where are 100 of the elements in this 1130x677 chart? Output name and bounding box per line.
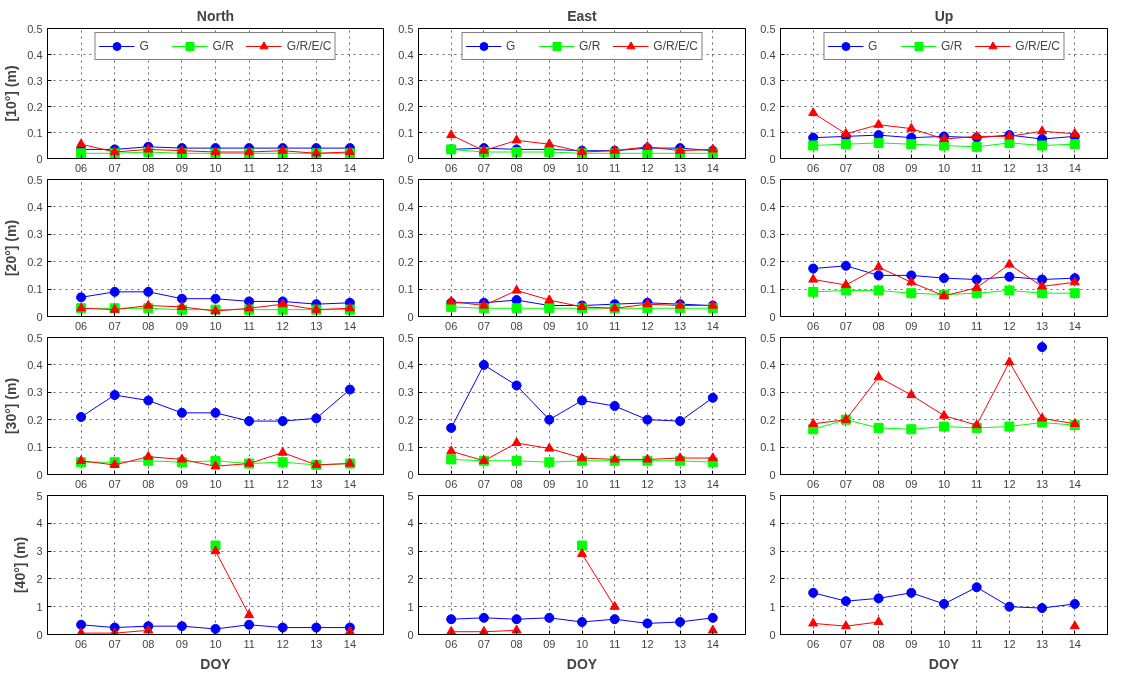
y-tick-label: 0.3 <box>398 74 414 87</box>
x-tick-label: 07 <box>108 637 121 650</box>
x-tick-label: 07 <box>108 319 121 332</box>
y-tick-label: 0.3 <box>27 386 43 399</box>
y-tick-label: 0 <box>36 628 43 641</box>
legend-label: G/R/E/C <box>286 39 332 53</box>
y-tick-label: 0.1 <box>27 283 43 296</box>
x-tick-label: 13 <box>673 319 687 332</box>
y-tick-label: 0.4 <box>27 48 43 61</box>
y-tick-label: 0.1 <box>760 441 776 454</box>
x-axis-title: DOY <box>566 655 598 672</box>
y-tick-label: 2 <box>36 572 43 585</box>
y-tick-label: 0.1 <box>760 283 776 296</box>
y-tick-label: 0 <box>36 468 43 481</box>
x-tick-label: 12 <box>641 477 654 490</box>
y-tick-label: 0 <box>769 310 776 323</box>
x-tick-label: 06 <box>807 477 820 490</box>
y-tick-label: 0.2 <box>760 255 776 268</box>
x-tick-label: 11 <box>970 319 983 332</box>
x-tick-label: 14 <box>706 319 719 332</box>
y-tick-label: 0.2 <box>27 413 43 426</box>
x-tick-label: 09 <box>543 319 556 332</box>
x-tick-label: 14 <box>343 477 357 490</box>
x-tick-label: 08 <box>142 477 155 490</box>
x-tick-label: 08 <box>872 477 885 490</box>
x-tick-label: 06 <box>445 477 458 490</box>
y-tick-label: 0.3 <box>760 74 776 87</box>
x-tick-label: 11 <box>970 637 983 650</box>
x-tick-label: 06 <box>445 319 458 332</box>
y-tick-label: 0.2 <box>27 255 43 268</box>
y-tick-label: 0.5 <box>760 22 776 35</box>
x-tick-label: 07 <box>108 161 121 174</box>
x-tick-label: 14 <box>706 637 719 650</box>
x-tick-label: 08 <box>510 477 523 490</box>
x-tick-label: 09 <box>543 637 556 650</box>
x-tick-label: 13 <box>1035 477 1049 490</box>
x-tick-label: 12 <box>276 161 289 174</box>
x-tick-label: 08 <box>872 161 885 174</box>
y-tick-label: 4 <box>407 517 414 530</box>
legend-label: G/R/E/C <box>1015 39 1061 53</box>
y-tick-label: 0.4 <box>27 200 43 213</box>
y-tick-label: 0.4 <box>398 358 414 371</box>
x-tick-label: 10 <box>575 161 589 174</box>
y-tick-label: 0.1 <box>27 441 43 454</box>
x-tick-label: 07 <box>839 161 853 174</box>
y-tick-label: 0.5 <box>760 173 776 186</box>
y-tick-label: 0.4 <box>760 48 776 61</box>
y-tick-label: 0.4 <box>27 358 43 371</box>
y-tick-label: 0.2 <box>398 413 414 426</box>
legend-label: G <box>139 39 150 53</box>
x-tick-label: 13 <box>310 477 323 490</box>
x-tick-label: 10 <box>209 319 222 332</box>
x-tick-label: 09 <box>905 477 918 490</box>
legend-label: G <box>505 39 517 53</box>
x-tick-label: 10 <box>209 637 222 650</box>
x-tick-label: 12 <box>1003 637 1016 650</box>
y-tick-label: 0 <box>769 152 776 165</box>
y-tick-label: 0 <box>769 468 776 481</box>
x-tick-label: 07 <box>108 477 121 490</box>
x-tick-label: 11 <box>970 161 983 174</box>
y-tick-label: 0.4 <box>760 200 776 213</box>
y-tick-label: 0.3 <box>760 386 776 399</box>
x-tick-label: 09 <box>905 161 918 174</box>
y-tick-label: 0.3 <box>27 228 43 241</box>
x-tick-label: 10 <box>937 637 951 650</box>
x-tick-label: 08 <box>510 319 523 332</box>
x-tick-label: 13 <box>1035 161 1049 174</box>
x-tick-label: 08 <box>142 161 155 174</box>
x-tick-label: 09 <box>905 319 918 332</box>
x-tick-label: 14 <box>1068 477 1081 490</box>
x-tick-label: 10 <box>209 161 222 174</box>
y-tick-label: 0 <box>36 152 43 165</box>
x-tick-label: 06 <box>807 161 820 174</box>
x-tick-label: 11 <box>608 161 621 174</box>
y-tick-label: 0.5 <box>27 331 43 344</box>
y-axis-title: [20°] (m) <box>3 219 20 277</box>
x-tick-label: 09 <box>175 637 189 650</box>
y-tick-label: 5 <box>407 489 414 502</box>
x-tick-label: 08 <box>510 161 523 174</box>
x-tick-label: 14 <box>706 161 719 174</box>
y-tick-label: 0.2 <box>760 413 776 426</box>
y-axis-title: [10°] (m) <box>3 65 20 122</box>
x-tick-label: 12 <box>641 637 654 650</box>
x-tick-label: 06 <box>74 161 88 174</box>
x-tick-label: 06 <box>445 161 458 174</box>
y-tick-label: 1 <box>36 600 43 613</box>
x-tick-label: 13 <box>310 637 323 650</box>
y-tick-label: 0.1 <box>398 126 414 139</box>
x-tick-label: 12 <box>276 477 289 490</box>
y-tick-label: 0 <box>36 310 43 323</box>
x-tick-label: 14 <box>1068 319 1081 332</box>
x-tick-label: 14 <box>706 477 719 490</box>
y-tick-label: 0.2 <box>398 255 414 268</box>
x-tick-label: 09 <box>175 319 189 332</box>
x-tick-label: 14 <box>1068 637 1081 650</box>
y-tick-label: 0.5 <box>398 173 414 186</box>
x-axis-title: DOY <box>200 655 232 672</box>
x-tick-label: 06 <box>445 637 458 650</box>
x-tick-label: 08 <box>510 637 523 650</box>
x-tick-label: 10 <box>575 477 589 490</box>
